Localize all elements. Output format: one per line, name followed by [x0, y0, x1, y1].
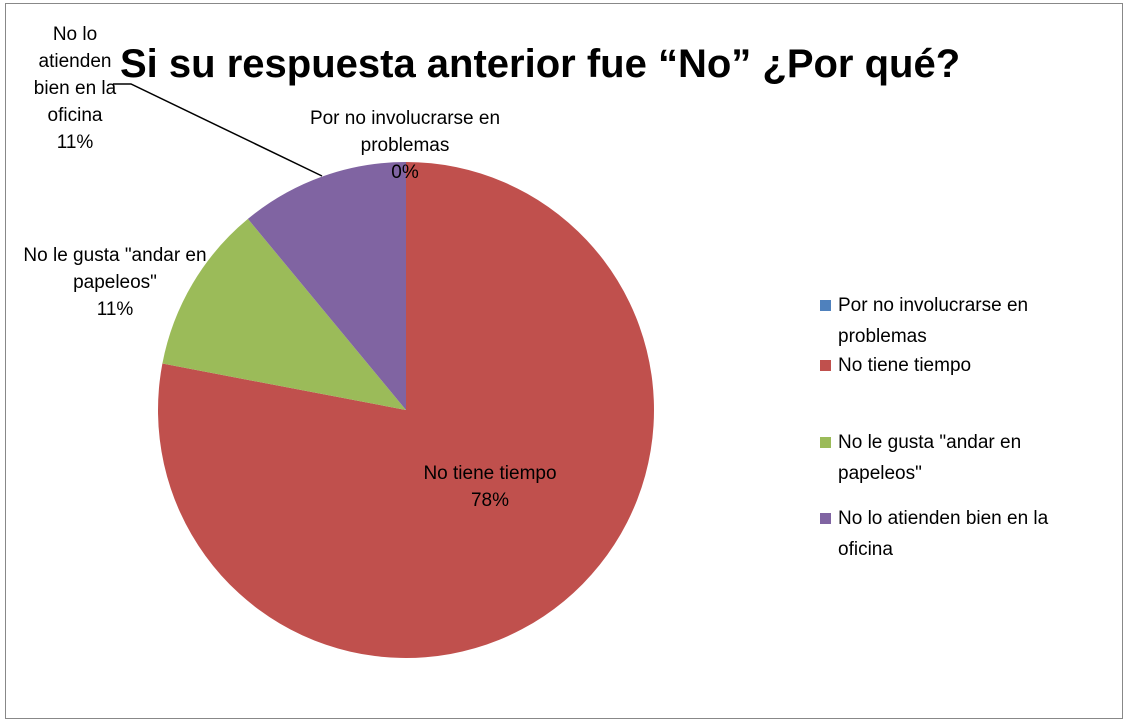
data-label-value: 0%	[391, 162, 419, 183]
pie-slice	[162, 218, 406, 410]
pie-slice	[247, 162, 406, 410]
data-label: No le gusta "andar en papeleos" 11%	[8, 242, 223, 323]
legend-label: No le gusta "andar en papeleos"	[838, 432, 1022, 484]
chart-frame	[5, 3, 1123, 719]
data-label-value: 11%	[56, 132, 94, 153]
legend-label: No tiene tiempo	[838, 355, 972, 376]
data-label: Por no involucrarse en problemas 0%	[285, 105, 525, 186]
data-label-value: 78%	[470, 490, 510, 511]
data-label-name: Por no involucrarse en problemas	[309, 108, 501, 156]
legend-label: Por no involucrarse en problemas	[838, 295, 1029, 347]
data-label-name: No tiene tiempo	[423, 463, 557, 484]
data-label-name: No le gusta "andar en papeleos"	[23, 245, 207, 293]
legend-swatch	[820, 300, 831, 311]
legend-swatch	[820, 360, 831, 371]
data-label: No tiene tiempo 78%	[390, 460, 590, 514]
data-label: No lo atienden bien en la oficina 11%	[20, 21, 130, 156]
leader-line	[113, 83, 323, 177]
data-label-name: No lo atienden bien en la oficina	[33, 24, 117, 126]
chart-title: Si su respuesta anterior fue “No” ¿Por q…	[120, 42, 961, 86]
legend-swatch	[820, 437, 831, 448]
legend-swatch	[820, 513, 831, 524]
data-label-value: 11%	[96, 299, 134, 320]
legend-label: No lo atienden bien en la oficina	[838, 508, 1049, 560]
